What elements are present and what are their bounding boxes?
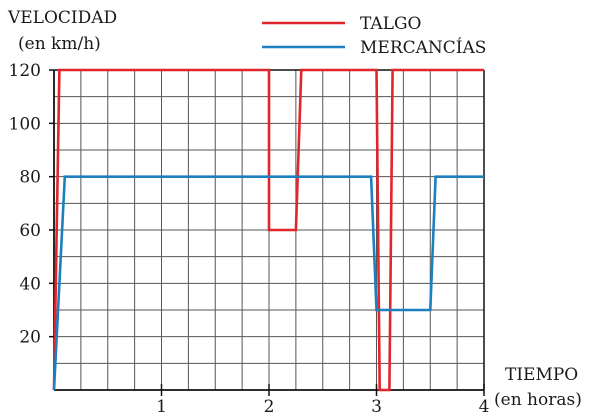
y-tick-label: 120 [9, 61, 41, 81]
series-line-0 [52, 68, 484, 392]
legend-label-0: TALGO [360, 14, 422, 34]
x-axis-label-line1: TIEMPO [505, 365, 579, 385]
x-tick-label: 4 [479, 397, 490, 417]
y-tick-label: 40 [19, 274, 41, 294]
y-axis-label-line2: (en km/h) [18, 34, 101, 54]
y-tick-label: 20 [19, 328, 41, 348]
axis-ticks: 20 40 60 80 100 120 1 2 3 4 [9, 61, 490, 417]
legend-label-1: MERCANCÍAS [360, 37, 486, 58]
y-tick-label: 60 [19, 221, 41, 241]
series-layer [52, 68, 484, 392]
x-axis-label-line2: (en horas) [494, 390, 582, 410]
x-tick-label: 3 [371, 397, 382, 417]
y-tick-label: 100 [9, 114, 41, 134]
x-tick-label: 2 [264, 397, 275, 417]
y-tick-label: 80 [19, 168, 41, 188]
y-axis-label-line1: VELOCIDAD [8, 8, 118, 28]
legend: TALGO MERCANCÍAS [262, 14, 486, 58]
x-tick-label: 1 [156, 397, 167, 417]
series-line-1 [52, 175, 484, 391]
